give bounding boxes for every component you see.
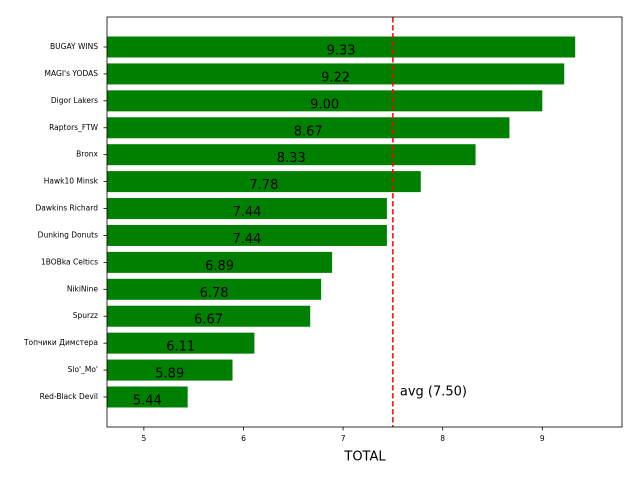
x-tick-label: 8 [440,434,445,443]
data-label: 5.44 [133,394,162,409]
bar [107,36,576,58]
data-label: 8.67 [294,124,323,139]
bar [107,251,333,273]
plot-frame [106,16,623,428]
data-label: 7.78 [249,178,278,193]
y-tick-label: 1BOBka Celtics [41,257,98,266]
x-tick-label: 6 [241,434,246,443]
data-label: 9.33 [327,44,356,59]
data-label: 7.44 [232,232,261,247]
data-label: 9.00 [310,97,339,112]
y-tick-label: Hawk10 Minsk [44,177,99,186]
y-tick-label: MAGI's YODAS [45,69,99,78]
bar [107,386,188,408]
x-tick-label: 5 [141,434,146,443]
data-label: 6.78 [200,286,229,301]
x-axis-label: TOTAL [343,450,386,465]
bar [107,198,387,220]
y-tick-label: Топчики Димстера [23,338,98,347]
bar [107,305,311,327]
y-tick-label: NikiNine [67,284,99,293]
y-tick-label: Bronx [76,150,98,159]
y-tick-label: BUGAY WINS [50,42,98,51]
y-tick-label: Dunking Donuts [38,230,98,239]
bar [107,144,476,166]
y-tick-label: Slo'_Mo' [68,365,98,374]
data-label: 6.11 [166,340,195,355]
bar [107,90,543,112]
data-label: 6.89 [205,259,234,274]
data-label: 7.44 [232,205,261,220]
data-label: 8.33 [277,151,306,166]
y-tick-label: Raptors_FTW [49,123,98,132]
data-label: 6.67 [194,313,223,328]
data-label: 5.89 [155,367,184,382]
bar [107,171,421,193]
y-tick-label: Dawkins Richard [36,204,99,213]
average-label: avg (7.50) [400,385,467,400]
bar [107,359,233,381]
y-tick-label: Red-Black Devil [40,392,98,401]
data-label: 9.22 [321,70,350,85]
bar [107,63,565,85]
bar [107,278,322,300]
y-tick-label: Spurzz [73,311,98,320]
bar [107,224,387,246]
bar [107,332,255,354]
y-tick-label: Digor Lakers [51,96,98,105]
x-tick-label: 7 [341,434,346,443]
bar [107,117,510,139]
x-tick-label: 9 [540,434,545,443]
